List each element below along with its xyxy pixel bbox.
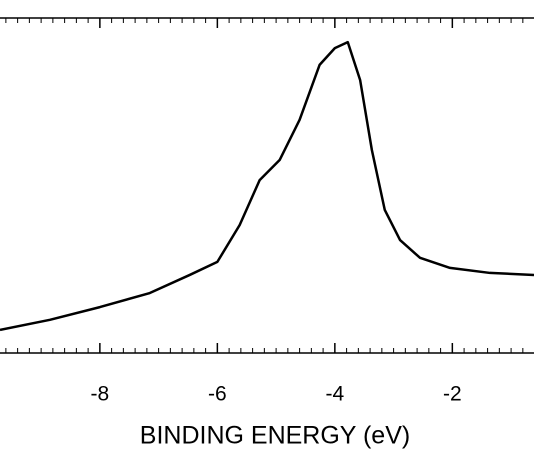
x-tick-label: -6	[208, 383, 227, 406]
x-tick-label: -2	[443, 383, 462, 406]
x-tick-label: -8	[91, 383, 110, 406]
x-axis-label: BINDING ENERGY (eV)	[140, 422, 410, 450]
x-tick-label: -4	[326, 383, 345, 406]
spectrum-line	[0, 40, 534, 332]
